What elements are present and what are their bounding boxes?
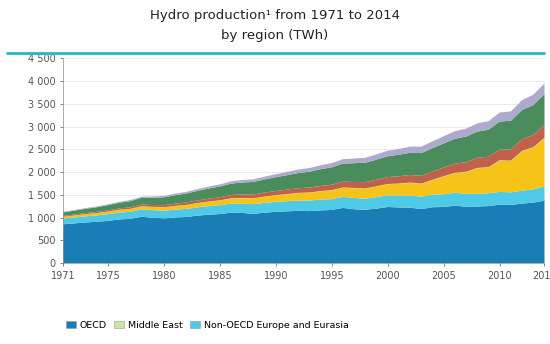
Text: Hydro production¹ from 1971 to 2014: Hydro production¹ from 1971 to 2014 xyxy=(150,9,400,22)
Text: by region (TWh): by region (TWh) xyxy=(221,29,329,42)
